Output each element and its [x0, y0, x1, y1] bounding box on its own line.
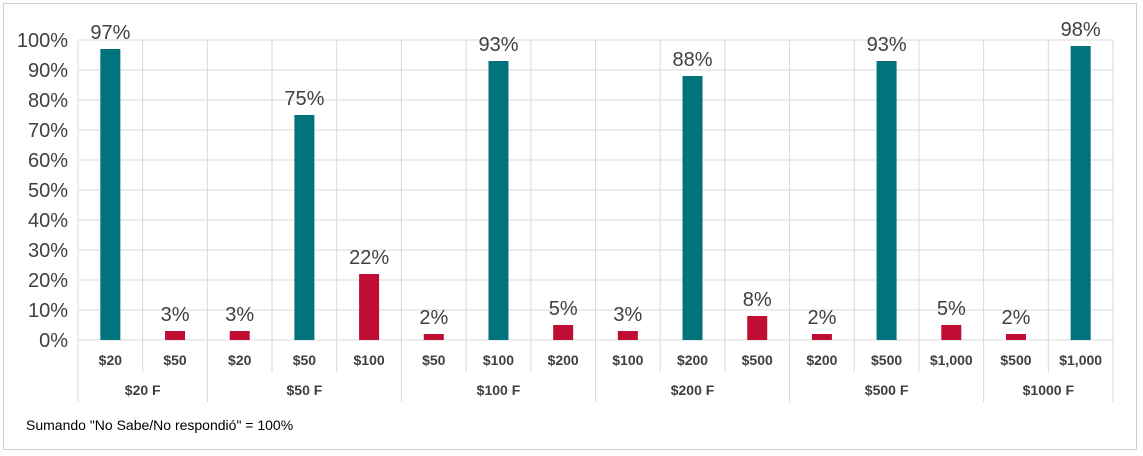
y-tick-label: 0%: [39, 330, 68, 352]
footnote: Sumando "No Sabe/No respondió" = 100%: [26, 417, 294, 433]
bar: [1070, 46, 1091, 340]
bar: [294, 115, 315, 340]
data-label: 98%: [1061, 19, 1101, 41]
bar: [423, 334, 444, 340]
x-tick-label: $100: [354, 352, 385, 368]
x-tick-label: $500: [742, 352, 773, 368]
x-tick-label: $100: [483, 352, 514, 368]
data-label: 2%: [1002, 307, 1031, 329]
data-label: 75%: [284, 88, 324, 110]
bar: [617, 331, 638, 340]
data-label: 97%: [90, 22, 130, 44]
group-label: $200 F: [671, 382, 715, 398]
bar: [811, 334, 832, 340]
y-tick-label: 40%: [28, 210, 68, 232]
bar: [682, 76, 703, 340]
bar: [229, 331, 250, 340]
group-label: $100 F: [477, 382, 521, 398]
x-tick-label: $20: [228, 352, 252, 368]
y-tick-label: 80%: [28, 90, 68, 112]
value-labels: 97% 3% 3% 75% 22% 2% 93% 5% 3% 88% 8% 2% 93% 5% 2% 98%: [90, 19, 1101, 329]
x-tick-label: $50: [422, 352, 446, 368]
bar: [941, 325, 962, 340]
data-label: 3%: [161, 304, 190, 326]
data-label: 2%: [419, 307, 448, 329]
group-label: $500 F: [865, 382, 909, 398]
y-tick-label: 90%: [28, 60, 68, 82]
x-tick-label: $500: [871, 352, 902, 368]
bar: [876, 61, 897, 340]
x-tick-label: $20: [99, 352, 123, 368]
y-tick-label: 50%: [28, 180, 68, 202]
bar: [165, 331, 186, 340]
y-tick-label: 100%: [17, 30, 68, 52]
y-tick-label: 20%: [28, 270, 68, 292]
x-tick-label: $500: [1000, 352, 1031, 368]
x-tick-label: $50: [163, 352, 187, 368]
x-tick-label: $1,000: [1059, 352, 1102, 368]
y-tick-label: 10%: [28, 300, 68, 322]
data-label: 3%: [225, 304, 254, 326]
x-tick-label: $200: [677, 352, 708, 368]
data-label: 5%: [549, 298, 578, 320]
x-tick-label: $200: [806, 352, 837, 368]
group-label: $20 F: [125, 382, 161, 398]
x-tick-label: $100: [612, 352, 643, 368]
bar: [747, 316, 768, 340]
data-label: 8%: [743, 289, 772, 311]
x-tick-label: $200: [548, 352, 579, 368]
chart-frame: [3, 3, 1137, 450]
data-label: 88%: [673, 49, 713, 71]
data-label: 5%: [937, 298, 966, 320]
bar: [1005, 334, 1026, 340]
data-label: 93%: [478, 34, 518, 56]
bar: [359, 274, 380, 340]
x-tick-label: $50: [293, 352, 317, 368]
y-axis: 0% 10% 20% 30% 40% 50% 60% 70% 80% 90% 100%: [17, 30, 68, 352]
data-label: 3%: [613, 304, 642, 326]
data-label: 2%: [807, 307, 836, 329]
y-tick-label: 70%: [28, 120, 68, 142]
x-tick-label: $1,000: [930, 352, 973, 368]
data-label: 93%: [867, 34, 907, 56]
y-tick-label: 60%: [28, 150, 68, 172]
gridlines: [77, 39, 1114, 402]
bar: [100, 49, 121, 340]
bar: [553, 325, 574, 340]
x-axis: $20 $50$20 F$20 $50 $100$50 F$50 $100 $200$10…: [99, 352, 1103, 398]
group-label: $50 F: [287, 382, 323, 398]
data-label: 22%: [349, 247, 389, 269]
bar: [488, 61, 509, 340]
group-label: $1000 F: [1023, 382, 1075, 398]
bars: [100, 46, 1091, 340]
y-tick-label: 30%: [28, 240, 68, 262]
